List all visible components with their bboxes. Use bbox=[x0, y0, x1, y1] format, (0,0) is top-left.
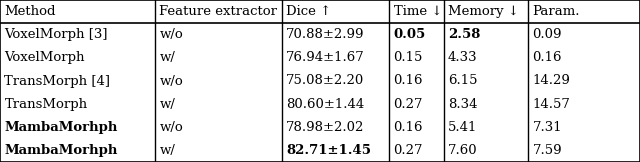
Text: VoxelMorph: VoxelMorph bbox=[4, 51, 85, 64]
Text: 0.05: 0.05 bbox=[394, 28, 426, 41]
Text: 80.60±1.44: 80.60±1.44 bbox=[286, 98, 364, 111]
Text: 0.27: 0.27 bbox=[394, 144, 423, 157]
Text: 0.09: 0.09 bbox=[532, 28, 562, 41]
Text: Param.: Param. bbox=[532, 5, 580, 18]
Text: 82.71±1.45: 82.71±1.45 bbox=[286, 144, 371, 157]
Text: 6.15: 6.15 bbox=[448, 75, 477, 87]
Text: 75.08±2.20: 75.08±2.20 bbox=[286, 75, 364, 87]
Text: Method: Method bbox=[4, 5, 56, 18]
Text: w/: w/ bbox=[159, 51, 175, 64]
Text: VoxelMorph [3]: VoxelMorph [3] bbox=[4, 28, 108, 41]
Text: 8.34: 8.34 bbox=[448, 98, 477, 111]
Text: 70.88±2.99: 70.88±2.99 bbox=[286, 28, 365, 41]
Text: 0.16: 0.16 bbox=[394, 75, 423, 87]
Text: MambaMorhph: MambaMorhph bbox=[4, 144, 118, 157]
Text: TransMorph: TransMorph bbox=[4, 98, 88, 111]
Text: 0.16: 0.16 bbox=[394, 121, 423, 134]
Text: w/: w/ bbox=[159, 98, 175, 111]
Text: 0.16: 0.16 bbox=[532, 51, 562, 64]
Text: Memory ↓: Memory ↓ bbox=[448, 5, 519, 18]
Text: 2.58: 2.58 bbox=[448, 28, 481, 41]
Text: 7.59: 7.59 bbox=[532, 144, 562, 157]
Text: w/o: w/o bbox=[159, 28, 183, 41]
Text: 78.98±2.02: 78.98±2.02 bbox=[286, 121, 364, 134]
Text: 14.29: 14.29 bbox=[532, 75, 570, 87]
Text: Time ↓: Time ↓ bbox=[394, 5, 442, 18]
Text: 5.41: 5.41 bbox=[448, 121, 477, 134]
Text: TransMorph [4]: TransMorph [4] bbox=[4, 75, 111, 87]
Text: MambaMorhph: MambaMorhph bbox=[4, 121, 118, 134]
Text: 7.31: 7.31 bbox=[532, 121, 562, 134]
Text: w/o: w/o bbox=[159, 121, 183, 134]
Text: 4.33: 4.33 bbox=[448, 51, 477, 64]
Text: 0.27: 0.27 bbox=[394, 98, 423, 111]
Text: Dice ↑: Dice ↑ bbox=[286, 5, 332, 18]
Text: w/: w/ bbox=[159, 144, 175, 157]
Text: 7.60: 7.60 bbox=[448, 144, 477, 157]
Text: 76.94±1.67: 76.94±1.67 bbox=[286, 51, 365, 64]
Text: Feature extractor: Feature extractor bbox=[159, 5, 277, 18]
Text: 14.57: 14.57 bbox=[532, 98, 570, 111]
Text: w/o: w/o bbox=[159, 75, 183, 87]
Text: 0.15: 0.15 bbox=[394, 51, 423, 64]
